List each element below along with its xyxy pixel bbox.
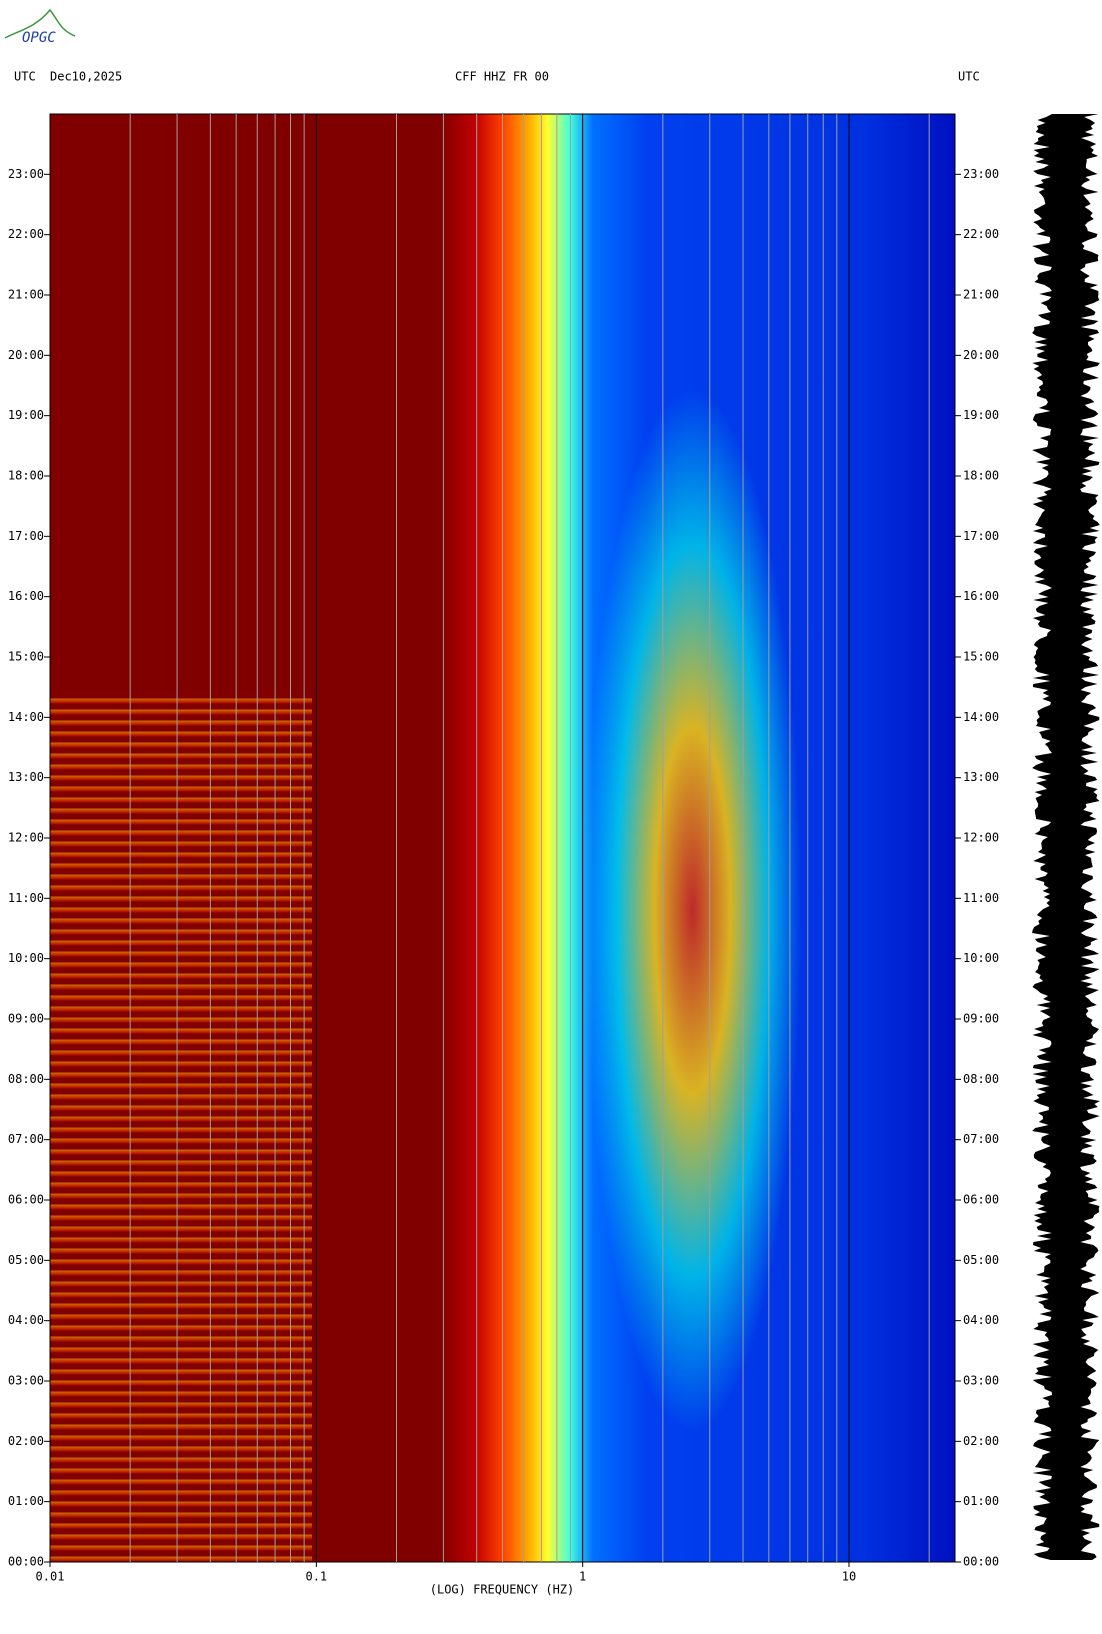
y-tick-label-left: 06:00 [8,1193,44,1207]
y-tick-label-right: 17:00 [963,529,999,543]
y-tick-label-left: 10:00 [8,951,44,965]
y-tick-label-right: 16:00 [963,589,999,603]
y-tick-label-right: 00:00 [963,1555,999,1569]
y-tick-label-right: 05:00 [963,1253,999,1267]
y-tick-label-left: 12:00 [8,831,44,845]
y-tick-label-left: 13:00 [8,770,44,784]
y-tick-label-right: 15:00 [963,650,999,664]
y-tick-label-left: 21:00 [8,288,44,302]
y-tick-label-right: 19:00 [963,408,999,422]
logo-mark [4,8,76,39]
y-tick-label-right: 22:00 [963,227,999,241]
y-tick-label-right: 04:00 [963,1313,999,1327]
y-tick-label-left: 23:00 [8,167,44,181]
y-tick-label-right: 10:00 [963,951,999,965]
y-tick-label-right: 01:00 [963,1494,999,1508]
y-tick-label-right: 23:00 [963,167,999,181]
y-tick-label-left: 03:00 [8,1374,44,1388]
y-tick-label-right: 11:00 [963,891,999,905]
y-tick-label-left: 11:00 [8,891,44,905]
y-tick-label-right: 03:00 [963,1374,999,1388]
y-tick-label-left: 07:00 [8,1132,44,1146]
y-tick-label-left: 18:00 [8,469,44,483]
time-zone-right: UTC [958,70,980,84]
y-tick-label-left: 19:00 [8,408,44,422]
y-tick-label-left: 05:00 [8,1253,44,1267]
y-tick-label-right: 02:00 [963,1434,999,1448]
y-tick-label-right: 14:00 [963,710,999,724]
x-tick-label: 0.01 [36,1570,65,1584]
y-tick-label-left: 09:00 [8,1012,44,1026]
y-tick-label-right: 21:00 [963,288,999,302]
y-tick-label-left: 02:00 [8,1434,44,1448]
x-tick-label: 1 [579,1570,586,1584]
y-tick-label-left: 01:00 [8,1494,44,1508]
y-tick-label-right: 20:00 [963,348,999,362]
y-tick-label-left: 00:00 [8,1555,44,1569]
chart-title: CFF HHZ FR 00 [455,70,549,84]
x-tick-label: 0.1 [305,1570,327,1584]
y-tick-label-right: 06:00 [963,1193,999,1207]
date: Dec10,2025 [50,70,122,84]
y-tick-label-right: 07:00 [963,1132,999,1146]
x-axis-label: (LOG) FREQUENCY (HZ) [430,1583,575,1597]
y-tick-label-right: 08:00 [963,1072,999,1086]
y-tick-label-right: 18:00 [963,469,999,483]
logo: OPGC [22,30,56,46]
y-tick-label-right: 13:00 [963,770,999,784]
y-tick-label-left: 22:00 [8,227,44,241]
seismogram [1032,114,1100,1560]
y-tick-label-left: 20:00 [8,348,44,362]
y-tick-label-left: 08:00 [8,1072,44,1086]
y-tick-label-right: 12:00 [963,831,999,845]
x-tick-label: 10 [842,1570,856,1584]
y-tick-label-left: 15:00 [8,650,44,664]
time-zone-left: UTC [14,70,36,84]
y-tick-label-left: 17:00 [8,529,44,543]
y-tick-label-left: 04:00 [8,1313,44,1327]
y-tick-label-right: 09:00 [963,1012,999,1026]
y-tick-label-left: 16:00 [8,589,44,603]
y-tick-label-left: 14:00 [8,710,44,724]
